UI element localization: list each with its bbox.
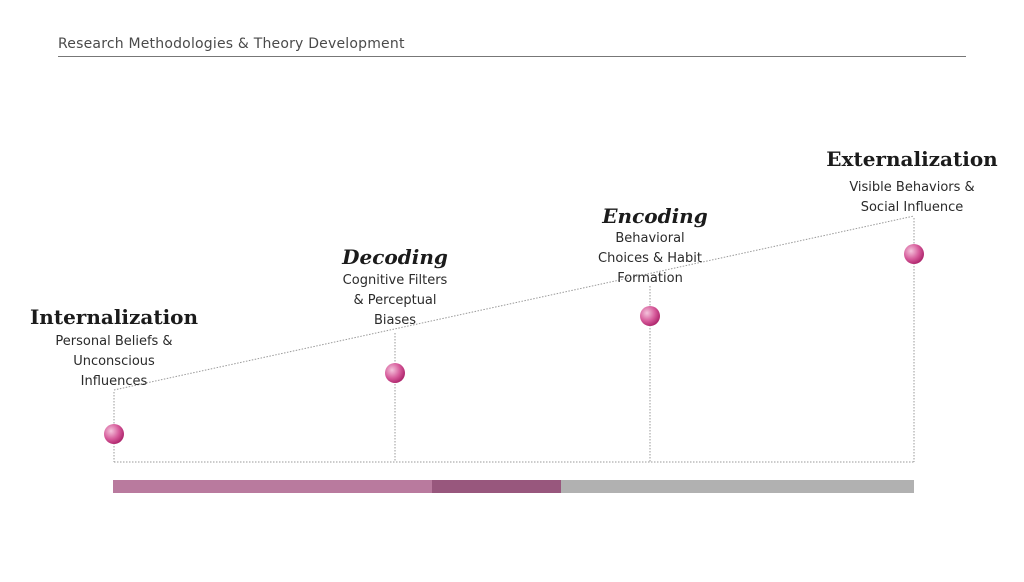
desc-line: Behavioral — [615, 231, 685, 246]
desc-line: Biases — [373, 313, 417, 328]
desc-line: Cognitive Filters — [342, 273, 448, 288]
desc-line: Unconscious — [73, 354, 155, 369]
node-internalization — [104, 424, 124, 444]
desc-line: Visible Behaviors & — [849, 180, 975, 195]
node-encoding — [640, 306, 660, 326]
desc-line: & Perceptual — [353, 293, 437, 308]
trend-line — [113, 215, 915, 391]
stage-title-internalization: Internalization — [29, 305, 199, 329]
stage-title-externalization: Externalization — [826, 147, 998, 171]
stage-desc-encoding: Behavioral Choices & Habit Formation — [598, 229, 702, 289]
desc-line: Formation — [617, 271, 683, 286]
stage-desc-decoding: Cognitive Filters & Perceptual Biases — [343, 271, 448, 331]
stage-title-decoding: Decoding — [342, 245, 448, 269]
node-externalization — [904, 244, 924, 264]
stage-title-encoding: Encoding — [602, 204, 708, 228]
stage-desc-externalization: Visible Behaviors & Social Influence — [849, 178, 974, 218]
bar-segment-3 — [561, 480, 914, 493]
desc-line: Influences — [80, 374, 148, 389]
stage-desc-internalization: Personal Beliefs & Unconscious Influence… — [55, 332, 172, 392]
page-title: Research Methodologies & Theory Developm… — [58, 36, 405, 52]
desc-line: Social Influence — [860, 200, 964, 215]
header-divider — [58, 56, 966, 57]
bar-segment-1 — [113, 480, 432, 493]
desc-line: Choices & Habit — [598, 251, 702, 266]
node-decoding — [385, 363, 405, 383]
bar-segment-2 — [432, 480, 561, 493]
desc-line: Personal Beliefs & — [55, 334, 173, 349]
